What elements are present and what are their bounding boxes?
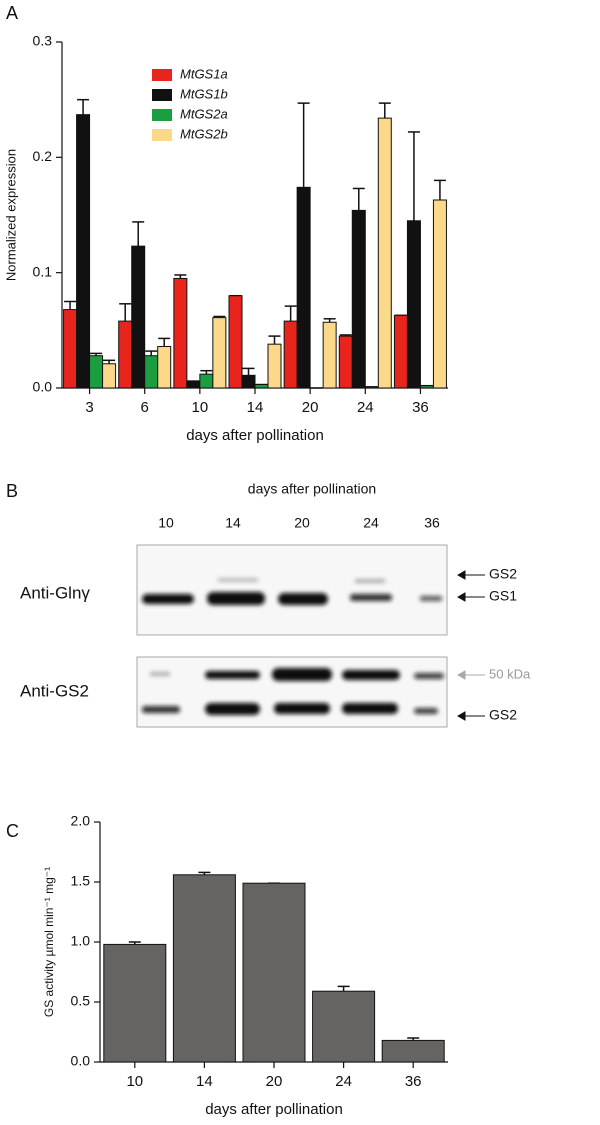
bar (406, 220, 421, 389)
x-tick-label: 24 (357, 399, 374, 416)
bar (241, 374, 256, 389)
y-axis-title: GS activity µmol min⁻¹ mg⁻¹ (42, 867, 56, 1017)
y-tick-label: 0.3 (33, 33, 53, 49)
blot-panel: days after pollination 10 14 20 24 36 (20, 481, 531, 728)
bar (118, 320, 133, 389)
legend-swatch (152, 89, 172, 101)
marker-arrow-grey (456, 670, 485, 680)
marker-arrows (456, 570, 485, 721)
bar (312, 990, 376, 1063)
lane-label: 10 (158, 515, 174, 531)
bar (432, 199, 447, 389)
legend-swatch (152, 69, 172, 81)
x-tick-label: 20 (266, 1073, 283, 1090)
x-tick-label: 14 (247, 399, 264, 416)
legend-label: MtGS1a (180, 66, 228, 81)
y-tick-label: 2.0 (71, 813, 91, 829)
bar (212, 317, 227, 389)
legend-label: MtGS1b (180, 86, 228, 101)
x-tick-label: 24 (335, 1073, 352, 1090)
x-tick-label: 36 (405, 1073, 422, 1090)
bar (351, 209, 366, 389)
lane-label: 24 (363, 515, 379, 531)
bar (393, 314, 408, 389)
blot-bands (142, 578, 444, 715)
panel-letter: C (6, 821, 19, 841)
bar (131, 245, 146, 389)
blot-title: days after pollination (248, 481, 376, 497)
lane-label: 36 (424, 515, 440, 531)
x-tick-label: 36 (412, 399, 429, 416)
bar (296, 186, 311, 389)
lane-label: 14 (225, 515, 241, 531)
bar (102, 363, 117, 389)
x-tick-label: 10 (126, 1073, 143, 1090)
blot-membrane (136, 544, 448, 636)
y-tick-label: 0.0 (71, 1053, 91, 1069)
y-tick-label: 0.0 (33, 379, 53, 395)
bar (283, 320, 298, 389)
marker-label: GS1 (489, 588, 517, 604)
panel-letter: B (6, 481, 18, 501)
marker-label: GS2 (489, 707, 517, 723)
blot-membrane (136, 656, 448, 728)
legend-swatch (152, 129, 172, 141)
x-tick-label: 14 (196, 1073, 213, 1090)
x-tick-label: 10 (192, 399, 209, 416)
legend-swatch (152, 109, 172, 121)
bar (242, 882, 306, 1063)
bar (419, 385, 434, 389)
bar (377, 117, 392, 389)
bar (199, 373, 214, 389)
bar (89, 355, 104, 389)
y-tick-label: 1.0 (71, 933, 91, 949)
bar (173, 277, 188, 389)
bar (63, 309, 78, 389)
x-axis-title: days after pollination (186, 427, 324, 444)
x-axis-title: days after pollination (205, 1101, 343, 1118)
row-label: Anti-Glnγ (20, 583, 90, 602)
panel-letter: A (6, 3, 18, 23)
marker-label: GS2 (489, 566, 517, 582)
bar (228, 295, 243, 389)
x-tick-label: 20 (302, 399, 319, 416)
y-tick-label: 0.2 (33, 148, 53, 164)
bar (267, 343, 282, 389)
row-label: Anti-GS2 (20, 681, 89, 700)
bar (381, 1039, 445, 1063)
bar (322, 321, 337, 389)
x-tick-label: 3 (85, 399, 93, 416)
bar (364, 386, 379, 389)
bar (103, 943, 167, 1063)
y-axis-title: Normalized expression (3, 149, 18, 281)
bar (157, 345, 172, 389)
bar (186, 380, 201, 389)
bar (76, 114, 91, 389)
legend-label: MtGS2b (180, 126, 228, 141)
y-tick-label: 0.5 (71, 993, 91, 1009)
lane-label: 20 (294, 515, 310, 531)
bar (254, 384, 269, 389)
y-tick-label: 0.1 (33, 263, 53, 279)
x-tick-label: 6 (141, 399, 149, 416)
y-tick-label: 1.5 (71, 873, 91, 889)
legend-label: MtGS2a (180, 106, 228, 121)
bar (144, 355, 159, 389)
bar (338, 335, 353, 389)
bar (172, 874, 236, 1063)
marker-label: 50 kDa (489, 666, 531, 681)
